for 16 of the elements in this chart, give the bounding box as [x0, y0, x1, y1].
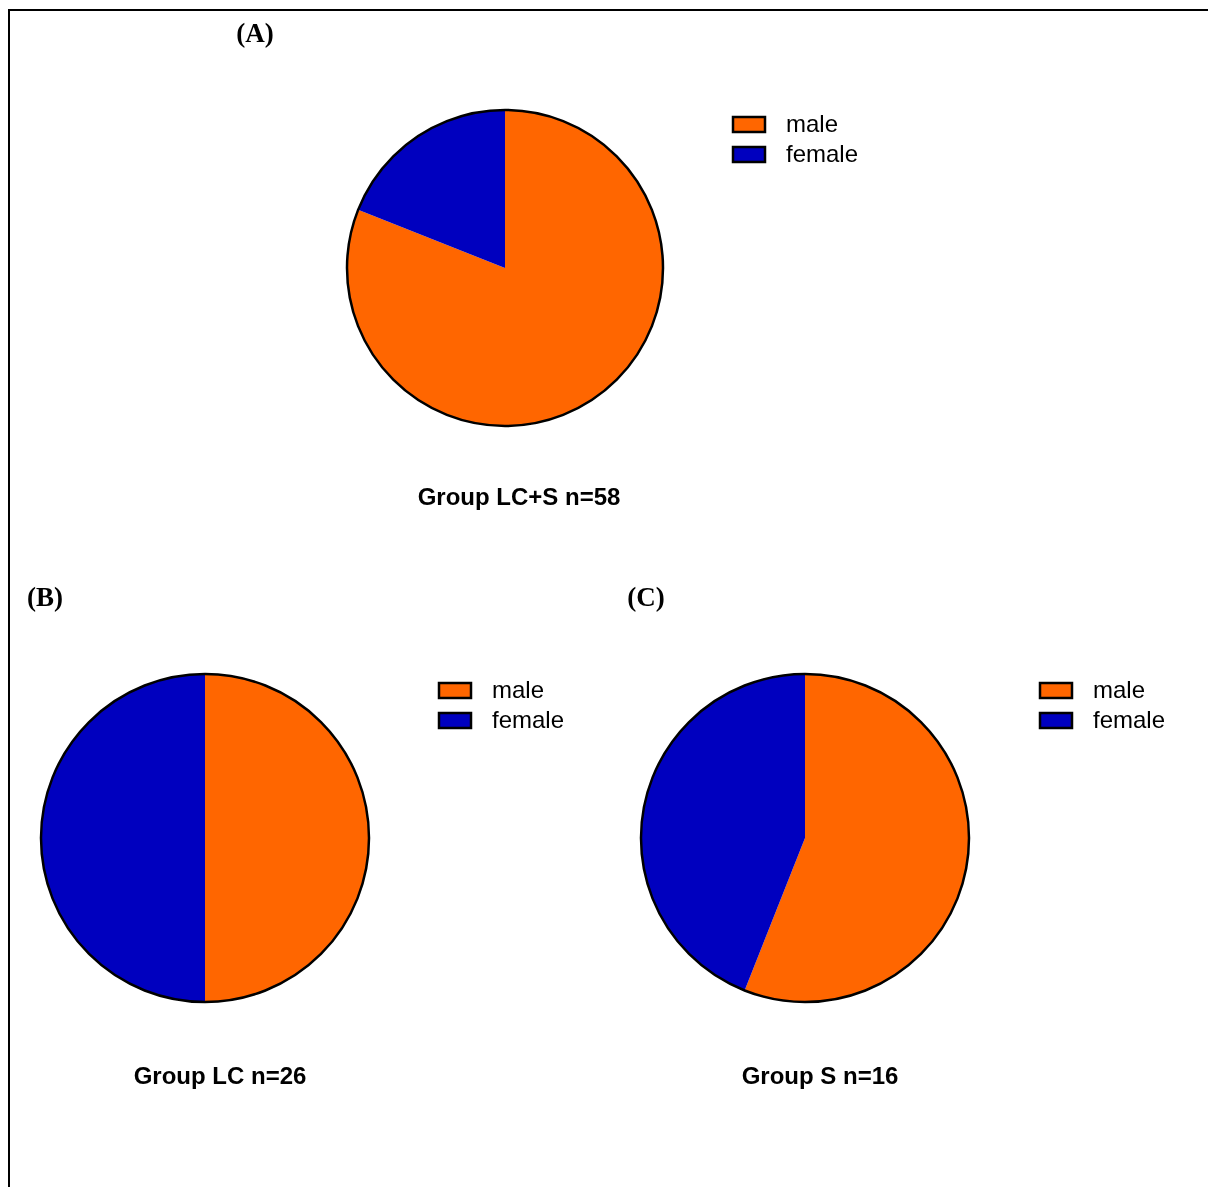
- text: (B): [27, 582, 63, 612]
- text: (C): [627, 582, 665, 612]
- pie-slice: [641, 674, 805, 991]
- text: (A): [236, 18, 274, 48]
- legend-label: male: [786, 110, 839, 137]
- legend-label: female: [786, 140, 859, 167]
- legend-label: female: [492, 706, 565, 733]
- legend-label: female: [1093, 706, 1166, 733]
- text: Group LC n=26: [133, 1062, 307, 1089]
- legend-label: male: [492, 676, 545, 703]
- text: Group LC+S n=58: [417, 483, 621, 510]
- pie-slice: [41, 674, 205, 1002]
- legend-label: male: [1093, 676, 1146, 703]
- pie-slice: [744, 674, 969, 1002]
- pie-slice: [205, 674, 369, 1002]
- text: Group S n=16: [741, 1062, 899, 1089]
